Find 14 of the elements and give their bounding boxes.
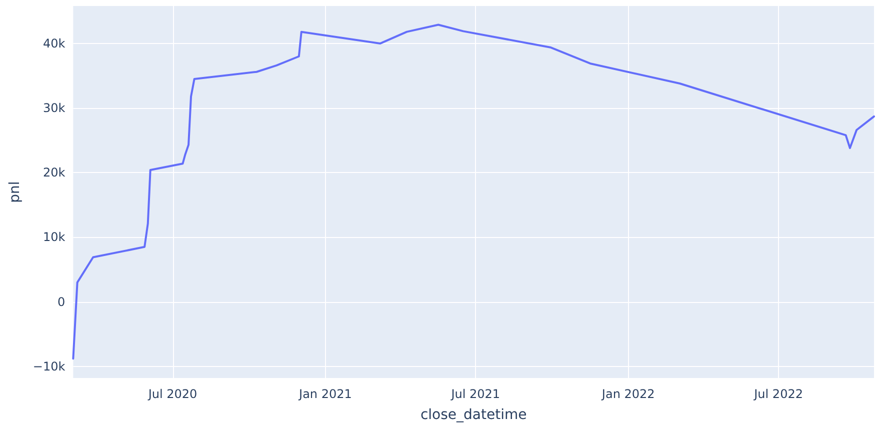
y-tick-label: −10k [32, 359, 66, 374]
x-tick-label: Jul 2022 [753, 387, 803, 401]
x-tick-label: Jul 2021 [450, 387, 500, 401]
y-axis-title: pnl [7, 181, 23, 203]
x-tick-label: Jan 2022 [600, 387, 655, 401]
x-axis-title: close_datetime [420, 407, 527, 423]
y-tick-label: 20k [42, 166, 66, 180]
y-tick-label: 30k [42, 101, 66, 116]
x-tick-label: Jan 2021 [298, 387, 352, 401]
y-tick-label: 0 [58, 294, 66, 309]
y-tick-label: 40k [42, 36, 66, 50]
y-tick-label: 10k [42, 230, 66, 244]
line-series [72, 24, 875, 360]
x-tick-label: Jul 2020 [147, 387, 198, 401]
